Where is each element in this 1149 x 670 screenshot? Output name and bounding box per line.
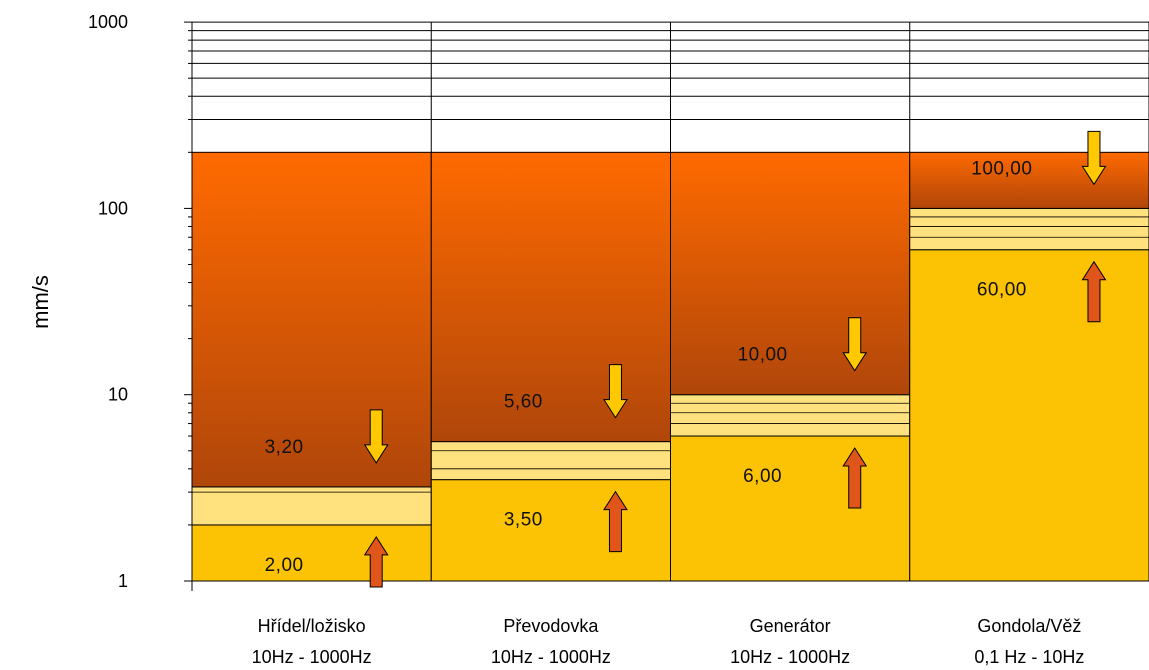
lower-zone (191, 524, 432, 582)
y-tick-label: 10 (108, 385, 128, 405)
band-zone (191, 486, 432, 526)
y-tick-label: 1 (118, 571, 128, 591)
lower-zone (909, 249, 1149, 582)
alarm-value-label: 10,00 (738, 345, 788, 366)
lower-zone (670, 435, 911, 582)
y-tick-label: 100 (98, 198, 128, 218)
up-arrow-icon (842, 447, 868, 509)
warning-value-label: 6,00 (743, 466, 782, 487)
warning-value-label: 60,00 (977, 280, 1027, 301)
lower-zone (430, 479, 671, 582)
alarm-value-label: 5,60 (504, 392, 543, 413)
alarm-value-label: 3,20 (265, 437, 304, 458)
down-arrow-icon (603, 364, 628, 419)
category-label: Převodovka (503, 616, 599, 636)
upper-zone (670, 151, 911, 396)
warning-value-label: 2,00 (265, 555, 304, 576)
down-arrow-icon (842, 317, 868, 372)
down-arrow-icon (363, 409, 389, 464)
alarm-value-label: 100,00 (971, 158, 1032, 179)
warning-value-label: 3,50 (504, 510, 543, 531)
category-label: Gondola/Věž (977, 616, 1081, 636)
category-label: Hřídel/ložisko (258, 616, 366, 636)
down-arrow-icon (1081, 130, 1107, 186)
upper-zone (430, 151, 671, 443)
y-tick-label: 1000 (88, 12, 128, 32)
up-arrow-icon (363, 535, 389, 588)
category-range-label: 10Hz - 1000Hz (491, 647, 611, 667)
upper-zone (909, 151, 1149, 209)
up-arrow-icon (603, 490, 628, 553)
band-zone (670, 394, 911, 437)
category-range-label: 10Hz - 1000Hz (252, 647, 372, 667)
up-arrow-icon (1081, 260, 1107, 323)
category-label: Generátor (750, 616, 831, 636)
y-axis-title: mm/s (28, 275, 53, 329)
upper-zone (191, 151, 432, 488)
band-zone (909, 207, 1149, 251)
category-range-label: 0,1 Hz - 10Hz (974, 647, 1084, 667)
band-zone (430, 441, 671, 481)
category-range-label: 10Hz - 1000Hz (730, 647, 850, 667)
